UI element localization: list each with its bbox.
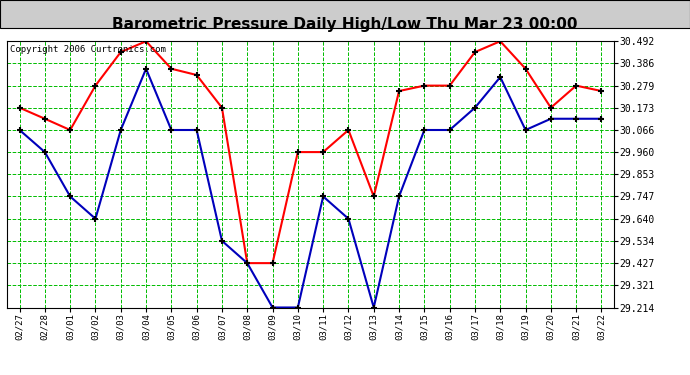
Text: Copyright 2006 Curtronics.com: Copyright 2006 Curtronics.com xyxy=(10,45,166,54)
Text: Barometric Pressure Daily High/Low Thu Mar 23 00:00: Barometric Pressure Daily High/Low Thu M… xyxy=(112,17,578,32)
